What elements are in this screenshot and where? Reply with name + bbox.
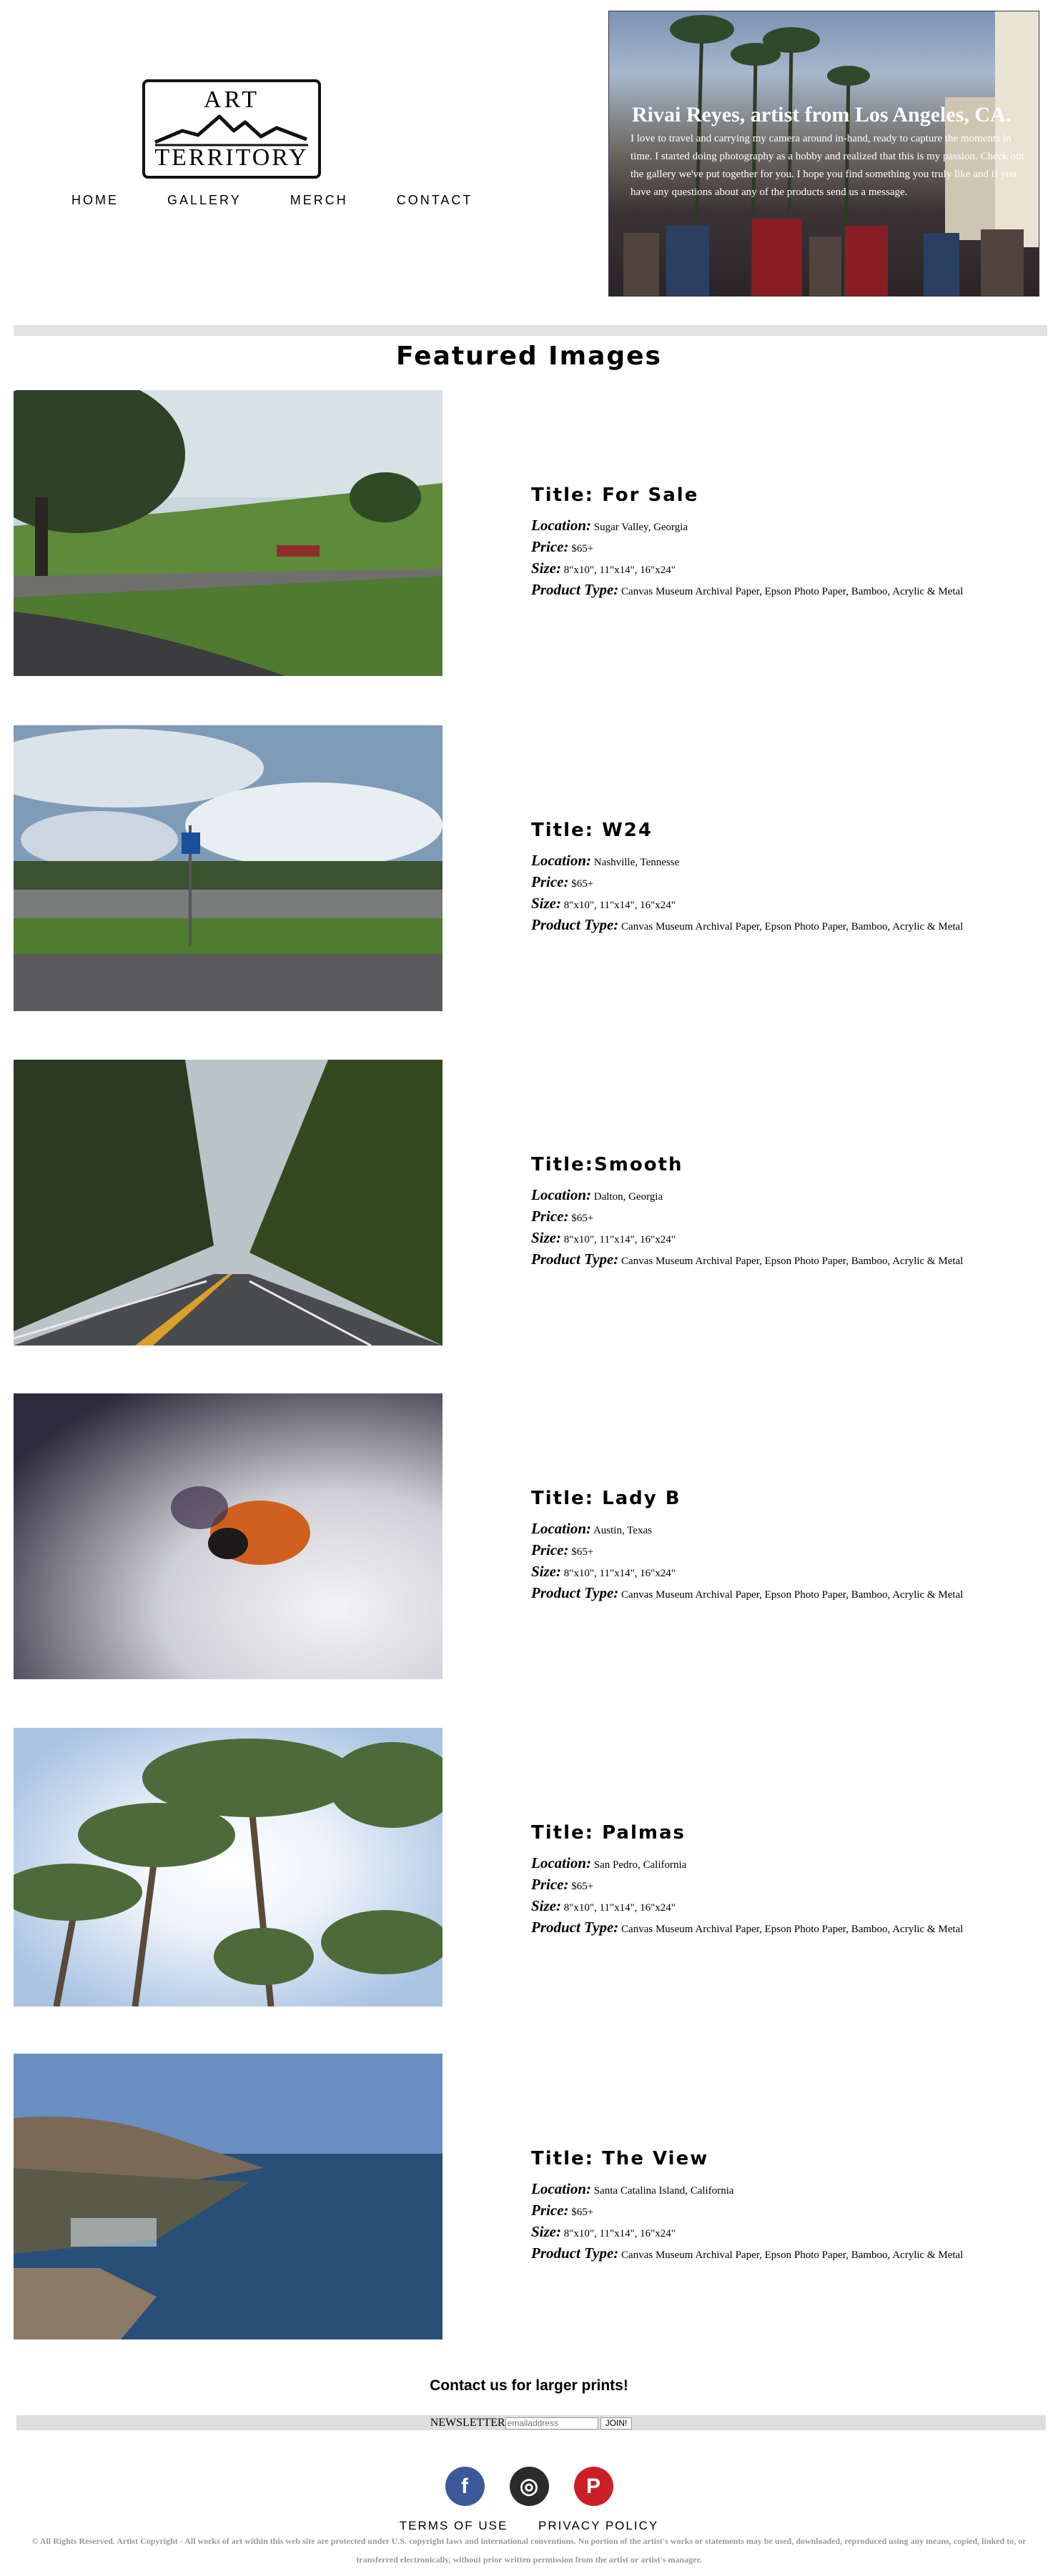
featured-images-heading: Featured Images <box>396 342 662 371</box>
newsletter-join-button[interactable]: JOIN! <box>600 2417 633 2430</box>
item-product-type: Product Type: Canvas Museum Archival Pap… <box>531 581 964 598</box>
item-price: Price: $65+ <box>531 873 594 890</box>
gallery-item: Title: W24 Location: Nashville, Tennesse… <box>14 725 1043 1011</box>
item-size: Size: 8"x10", 11"x14", 16"x24" <box>531 2223 676 2240</box>
privacy-policy-link[interactable]: PRIVACY POLICY <box>538 2519 659 2532</box>
item-size: Size: 8"x10", 11"x14", 16"x24" <box>531 1229 676 1246</box>
site-header: ART TERRITORY HOME GALLERY MERCH CONTACT <box>0 0 1058 314</box>
item-price: Price: $65+ <box>531 2202 594 2219</box>
instagram-icon[interactable]: ◎ <box>509 2467 549 2506</box>
item-location: Location: San Pedro, California <box>531 1854 687 1871</box>
gallery-item: Title:Smooth Location: Dalton, Georgia P… <box>14 1060 1043 1346</box>
logo-line-art: ART <box>204 86 259 113</box>
gallery-item: Title: For Sale Location: Sugar Valley, … <box>14 390 1043 676</box>
item-product-type: Product Type: Canvas Museum Archival Pap… <box>531 1250 964 1268</box>
item-price: Price: $65+ <box>531 1876 594 1893</box>
gallery-item: Title: Palmas Location: San Pedro, Calif… <box>14 1728 1043 2014</box>
nav-home[interactable]: HOME <box>71 193 119 207</box>
hero-scene <box>623 11 1039 296</box>
item-size: Size: 8"x10", 11"x14", 16"x24" <box>531 1897 676 1914</box>
item-price: Price: $65+ <box>531 1541 594 1558</box>
nav-contact[interactable]: CONTACT <box>396 193 473 207</box>
item-info: Title:Smooth Location: Dalton, Georgia P… <box>531 1154 1046 1271</box>
item-info: Title: For Sale Location: Sugar Valley, … <box>531 484 1046 602</box>
item-title: Title: For Sale <box>531 484 699 506</box>
item-title: Title: Lady B <box>531 1488 681 1509</box>
item-size: Size: 8"x10", 11"x14", 16"x24" <box>531 560 676 577</box>
item-info: Title: The View Location: Santa Catalina… <box>531 2148 1046 2265</box>
photo-palmas[interactable] <box>14 1728 443 2006</box>
copyright-notice: © All Rights Reserved. Artist Copyright … <box>31 2536 1027 2565</box>
item-info: Title: Palmas Location: San Pedro, Calif… <box>531 1822 1046 1939</box>
main-nav: HOME GALLERY MERCH CONTACT <box>71 193 521 208</box>
terms-of-use-link[interactable]: TERMS OF USE <box>399 2519 508 2532</box>
item-product-type: Product Type: Canvas Museum Archival Pap… <box>531 916 964 933</box>
item-price: Price: $65+ <box>531 538 594 555</box>
item-title: Title: The View <box>531 2148 709 2169</box>
site-logo[interactable]: ART TERRITORY <box>142 79 321 179</box>
photo-the-view[interactable] <box>14 2054 443 2339</box>
contact-prompt: Contact us for larger prints! <box>430 2377 628 2394</box>
newsletter-bar: NEWSLETTER JOIN! <box>16 2415 1046 2430</box>
gallery-item: Title: The View Location: Santa Catalina… <box>14 2054 1043 2339</box>
hero-description: I love to travel and carrying my camera … <box>631 133 1024 198</box>
item-product-type: Product Type: Canvas Museum Archival Pap… <box>531 1584 964 1601</box>
pinterest-icon[interactable]: P <box>573 2467 613 2506</box>
item-location: Location: Nashville, Tennesse <box>531 852 680 869</box>
item-location: Location: Austin, Texas <box>531 1520 652 1537</box>
nav-merch[interactable]: MERCH <box>290 193 348 207</box>
hero-banner: Rivai Reyes, artist from Los Angeles, CA… <box>608 11 1039 297</box>
hero-title: Rivai Reyes, artist from Los Angeles, CA… <box>632 103 1012 126</box>
footer-links: TERMS OF USE PRIVACY POLICY <box>0 2519 1058 2533</box>
item-info: Title: Lady B Location: Austin, Texas Pr… <box>531 1488 1046 1605</box>
item-title: Title: Palmas <box>531 1822 686 1844</box>
item-size: Size: 8"x10", 11"x14", 16"x24" <box>531 1563 676 1580</box>
photo-smooth[interactable] <box>14 1060 443 1346</box>
section-divider <box>14 325 1047 336</box>
item-location: Location: Santa Catalina Island, Califor… <box>531 2180 734 2197</box>
item-location: Location: Dalton, Georgia <box>531 1186 663 1203</box>
item-location: Location: Sugar Valley, Georgia <box>531 517 688 534</box>
mountain-icon <box>154 114 308 146</box>
logo-line-territory: TERRITORY <box>154 144 309 171</box>
item-title: Title:Smooth <box>531 1154 683 1175</box>
item-price: Price: $65+ <box>531 1208 594 1225</box>
item-size: Size: 8"x10", 11"x14", 16"x24" <box>531 895 676 912</box>
newsletter-label: NEWSLETTER <box>430 2417 505 2429</box>
nav-gallery[interactable]: GALLERY <box>167 193 242 207</box>
item-info: Title: W24 Location: Nashville, Tennesse… <box>531 820 1046 937</box>
social-links: f ◎ P <box>0 2467 1058 2506</box>
photo-lady-b[interactable] <box>14 1393 443 1679</box>
newsletter-email-input[interactable] <box>505 2417 598 2430</box>
item-title: Title: W24 <box>531 820 653 841</box>
item-product-type: Product Type: Canvas Museum Archival Pap… <box>531 1919 964 1936</box>
facebook-icon[interactable]: f <box>445 2467 485 2506</box>
item-product-type: Product Type: Canvas Museum Archival Pap… <box>531 2244 964 2262</box>
gallery-item: Title: Lady B Location: Austin, Texas Pr… <box>14 1393 1043 1679</box>
photo-for-sale[interactable] <box>14 390 443 676</box>
photo-w24[interactable] <box>14 725 443 1011</box>
